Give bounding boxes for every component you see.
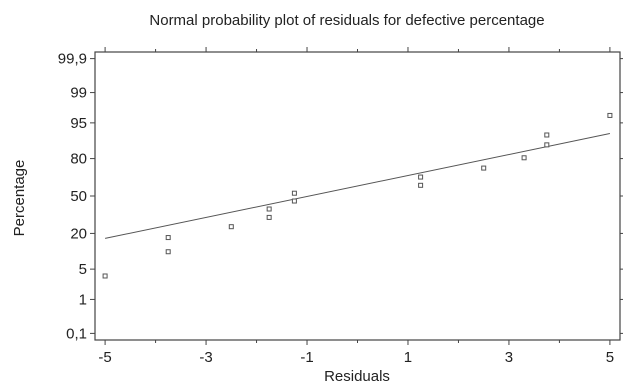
data-point [266,206,272,212]
data-point [165,235,171,241]
data-point [291,190,297,196]
y-tick-label: 99,9 [58,51,87,68]
plot-frame [94,51,621,341]
x-tick-label: 1 [404,349,412,366]
x-axis-label: Residuals [324,368,390,383]
data-point [521,155,527,161]
data-point [228,224,234,230]
x-tick-label: 3 [505,349,513,366]
data-point [266,214,272,220]
y-tick-label: 99 [70,85,87,102]
data-point [544,132,550,138]
x-tick-label: -5 [98,349,111,366]
y-tick-label: 95 [70,115,87,132]
y-axis-label: Percentage [11,160,28,237]
data-point [607,112,613,118]
y-tick-label: 80 [70,151,87,168]
y-tick-label: 20 [70,225,87,242]
y-tick-label: 5 [79,261,87,278]
x-axis: -5 -3 -1 1 3 5 [98,47,614,366]
data-point [291,198,297,204]
y-tick-label: 1 [79,291,87,308]
y-tick-label: 0,1 [66,325,87,342]
x-tick-label: -3 [199,349,212,366]
data-point [544,142,550,148]
data-point [165,249,171,255]
fit-line [104,133,611,239]
x-tick-label: -1 [300,349,313,366]
y-tick-label: 50 [70,188,87,205]
chart-title: Normal probability plot of residuals for… [149,12,544,29]
data-point [418,174,424,180]
data-point [481,165,487,171]
y-axis: 0,1 1 5 20 50 80 95 99 99,9 [58,51,623,342]
x-tick-label: 5 [606,349,614,366]
data-point [102,273,108,279]
data-point [418,182,424,188]
fit-line-group [104,133,611,239]
data-points [102,112,613,279]
